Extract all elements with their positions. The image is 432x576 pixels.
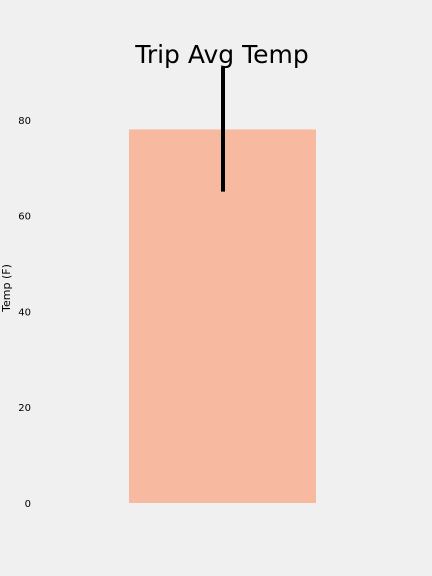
y-tick-label: 20: [18, 403, 31, 414]
y-tick-label: 40: [18, 307, 31, 318]
chart-title: Trip Avg Temp: [134, 40, 309, 69]
y-tick-label: 80: [18, 116, 31, 127]
y-axis-ticks: 0 20 40 60 80: [18, 116, 31, 510]
y-tick-label: 0: [25, 499, 31, 510]
y-tick-label: 60: [18, 212, 31, 223]
y-axis-label: Temp (F): [0, 264, 13, 313]
